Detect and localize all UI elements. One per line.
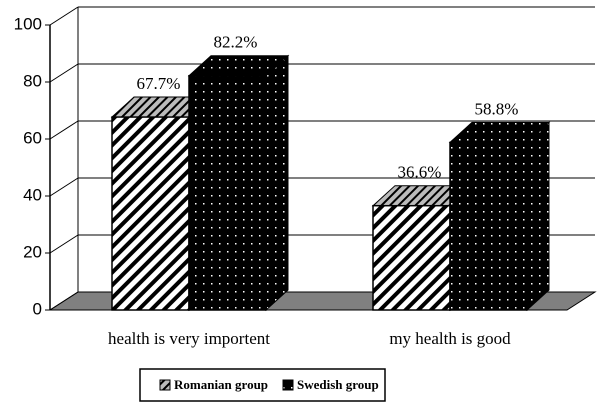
grid-line: [49, 63, 79, 83]
y-tick-label: 40: [23, 185, 42, 204]
y-tick-label: 60: [23, 128, 42, 147]
bar-front: [111, 116, 190, 311]
grid-line: [49, 177, 79, 197]
bar-front: [188, 74, 267, 311]
value-label: 67.7%: [137, 74, 181, 93]
x-tick-label: health is very importent: [108, 329, 270, 348]
y-tick-label: 80: [23, 71, 42, 90]
legend-box: [139, 368, 386, 402]
legend-swatch: [159, 379, 171, 391]
grid-line: [49, 291, 79, 311]
bar-side: [265, 54, 289, 312]
legend-label: Swedish group: [297, 377, 379, 392]
bar: [448, 121, 551, 312]
grid-line: [49, 6, 79, 26]
legend-label: Romanian group: [174, 377, 268, 392]
bar: [187, 54, 290, 312]
bar-side: [526, 121, 550, 312]
grid-line: [49, 234, 79, 254]
y-tick-label: 20: [23, 242, 42, 261]
y-tick-label: 100: [14, 14, 42, 33]
value-label: 36.6%: [398, 163, 442, 182]
bar-front: [449, 141, 528, 311]
value-label: 82.2%: [214, 33, 258, 52]
grid-line: [49, 120, 79, 140]
legend-swatch: [282, 379, 294, 391]
bar-front: [372, 204, 451, 311]
x-tick-label: my health is good: [389, 329, 511, 348]
value-label: 58.8%: [475, 99, 519, 118]
y-tick-label: 0: [33, 299, 42, 318]
